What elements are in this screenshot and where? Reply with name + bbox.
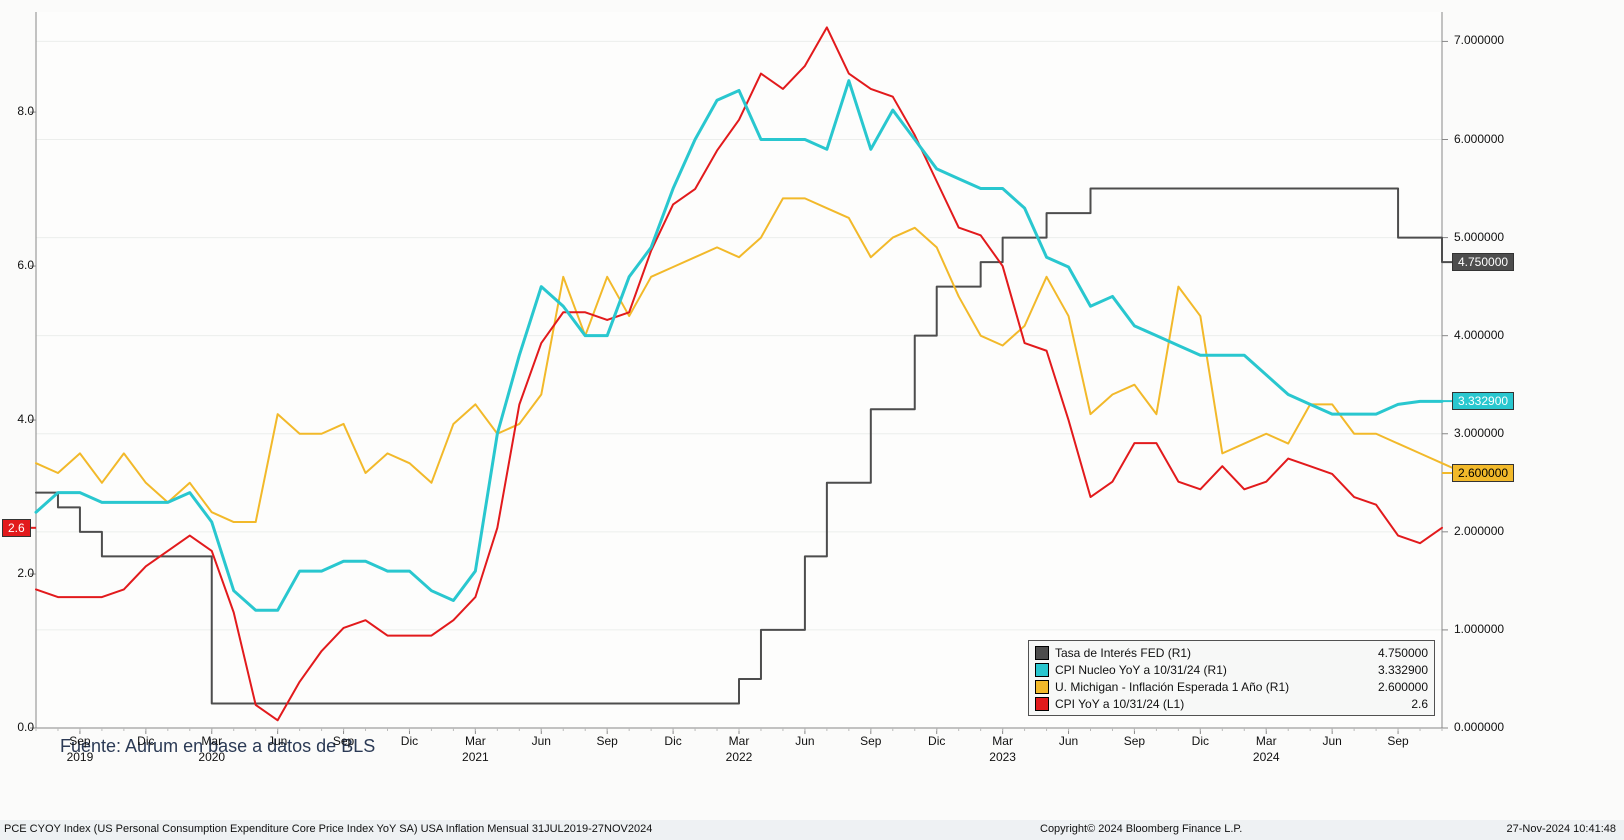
legend-swatch-umich (1035, 680, 1049, 694)
x-year-2020: 2020 (198, 750, 225, 764)
legend-label-umich: U. Michigan - Inflación Esperada 1 Año (… (1055, 680, 1370, 694)
flag-right-2.600000: 2.600000 (1452, 464, 1514, 482)
legend-row-core: CPI Nucleo YoY a 10/31/24 (R1)3.332900 (1035, 661, 1428, 678)
x-month-0: Sep (69, 734, 90, 748)
legend-row-fed: Tasa de Interés FED (R1)4.750000 (1035, 644, 1428, 661)
flag-right-4.750000: 4.750000 (1452, 253, 1514, 271)
legend-swatch-core (1035, 663, 1049, 677)
y-right-1: 1.000000 (1454, 622, 1524, 636)
x-month-4: Sep (333, 734, 354, 748)
flag-right-3.332900: 3.332900 (1452, 392, 1514, 410)
legend-label-cpi: CPI YoY a 10/31/24 (L1) (1055, 697, 1403, 711)
x-year-2021: 2021 (462, 750, 489, 764)
x-month-17: Dic (1192, 734, 1209, 748)
y-right-2: 2.000000 (1454, 524, 1524, 538)
x-month-1: Dic (137, 734, 154, 748)
y-left-6: 6.0 (0, 258, 34, 272)
footer-left: PCE CYOY Index (US Personal Consumption … (4, 823, 652, 835)
x-month-12: Sep (860, 734, 881, 748)
legend-swatch-fed (1035, 646, 1049, 660)
y-right-7: 7.000000 (1454, 33, 1524, 47)
y-right-5: 5.000000 (1454, 230, 1524, 244)
flag-left-2.6: 2.6 (2, 519, 31, 537)
x-month-8: Sep (597, 734, 618, 748)
x-month-7: Jun (532, 734, 551, 748)
y-right-0: 0.000000 (1454, 720, 1524, 734)
x-year-2019: 2019 (67, 750, 94, 764)
x-year-2024: 2024 (1253, 750, 1280, 764)
x-month-9: Dic (664, 734, 681, 748)
x-month-13: Dic (928, 734, 945, 748)
x-month-18: Mar (1256, 734, 1277, 748)
x-month-16: Sep (1124, 734, 1145, 748)
x-year-2022: 2022 (726, 750, 753, 764)
y-right-6: 6.000000 (1454, 132, 1524, 146)
x-month-5: Dic (401, 734, 418, 748)
x-month-6: Mar (465, 734, 486, 748)
y-right-3: 3.000000 (1454, 426, 1524, 440)
x-year-2023: 2023 (989, 750, 1016, 764)
x-month-11: Jun (795, 734, 814, 748)
legend-row-umich: U. Michigan - Inflación Esperada 1 Año (… (1035, 678, 1428, 695)
y-left-4: 4.0 (0, 412, 34, 426)
y-right-4: 4.000000 (1454, 328, 1524, 342)
x-month-19: Jun (1322, 734, 1341, 748)
legend-value-fed: 4.750000 (1370, 646, 1428, 660)
y-left-0: 0.0 (0, 720, 34, 734)
legend-label-fed: Tasa de Interés FED (R1) (1055, 646, 1370, 660)
x-month-2: Mar (201, 734, 222, 748)
legend-value-umich: 2.600000 (1370, 680, 1428, 694)
x-month-14: Mar (992, 734, 1013, 748)
legend-value-cpi: 2.6 (1403, 697, 1428, 711)
legend-swatch-cpi (1035, 697, 1049, 711)
x-month-10: Mar (729, 734, 750, 748)
chart-legend: Tasa de Interés FED (R1)4.750000CPI Nucl… (1028, 640, 1435, 716)
legend-row-cpi: CPI YoY a 10/31/24 (L1)2.6 (1035, 695, 1428, 712)
footer-bar: PCE CYOY Index (US Personal Consumption … (0, 820, 1624, 840)
footer-center: Copyright© 2024 Bloomberg Finance L.P. (1040, 823, 1242, 835)
x-month-3: Jun (268, 734, 287, 748)
footer-right: 27-Nov-2024 10:41:48 (1507, 823, 1616, 835)
y-left-8: 8.0 (0, 104, 34, 118)
x-month-20: Sep (1387, 734, 1408, 748)
legend-value-core: 3.332900 (1370, 663, 1428, 677)
x-month-15: Jun (1059, 734, 1078, 748)
y-left-2: 2.0 (0, 566, 34, 580)
legend-label-core: CPI Nucleo YoY a 10/31/24 (R1) (1055, 663, 1370, 677)
